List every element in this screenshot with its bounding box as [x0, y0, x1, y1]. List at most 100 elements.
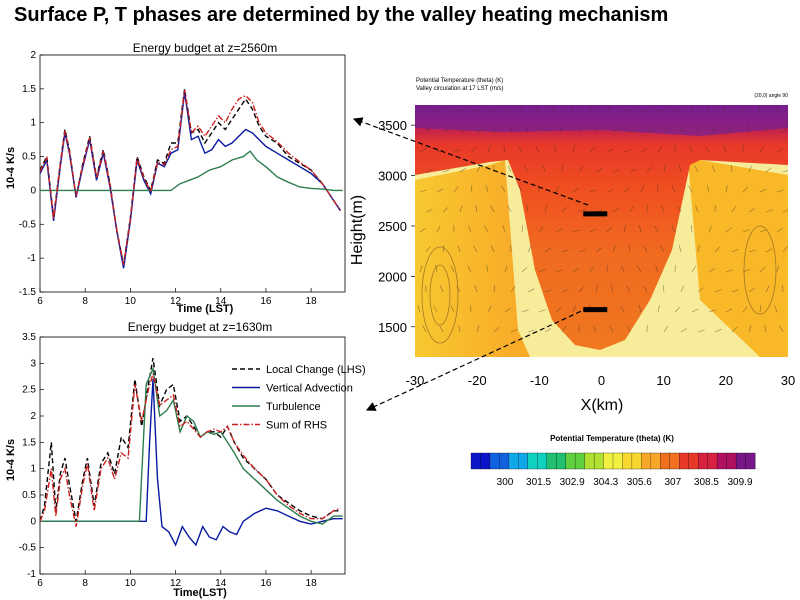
vector [623, 108, 631, 113]
vector [419, 148, 427, 153]
x-tick-label: 10 [125, 578, 137, 589]
vector [776, 265, 780, 273]
vector [541, 125, 546, 133]
vector [691, 308, 699, 313]
y-tick-label: -0.5 [19, 543, 37, 554]
vector [572, 305, 576, 313]
vector [638, 305, 642, 313]
vector [453, 149, 461, 153]
vector [572, 268, 580, 273]
vector [728, 125, 733, 133]
x-tick-label: 18 [306, 578, 318, 589]
y-tick-label: 0 [30, 516, 36, 527]
vector [504, 105, 509, 113]
x-tick-label: 6 [37, 578, 43, 589]
vector [538, 226, 544, 233]
y-tick-label: 2 [30, 411, 36, 422]
colorbar-cell [565, 452, 576, 470]
vector [612, 208, 620, 213]
y-axis-label: 10-4 K/s [5, 439, 17, 481]
x-axis-label: Time (LST) [177, 303, 234, 315]
y-tick-label: -0.5 [19, 219, 37, 230]
vector [459, 205, 463, 213]
vector [748, 208, 756, 213]
vector [657, 305, 660, 313]
vector [697, 287, 704, 293]
vector [612, 127, 619, 133]
x-tick-label: -10 [530, 373, 549, 388]
vector [473, 245, 478, 253]
vector [612, 169, 620, 173]
vector [691, 105, 694, 113]
vector [627, 325, 631, 333]
x-tick-label: 8 [82, 296, 88, 307]
vector [476, 128, 484, 133]
legend-label-vertical-advection: Vertical Advection [266, 383, 353, 395]
vector [503, 145, 506, 153]
vector [572, 145, 576, 153]
vector [646, 129, 654, 133]
colorbar-tick-label: 300 [497, 477, 514, 488]
vector [759, 304, 762, 313]
vector [765, 285, 770, 293]
circulation-vectors [417, 105, 788, 333]
vector [507, 205, 512, 213]
vector [504, 265, 508, 273]
y-tick-label: 3.5 [22, 332, 36, 343]
vector [544, 289, 552, 293]
vector [782, 246, 788, 253]
vector [561, 206, 568, 213]
vector [725, 308, 733, 313]
vector [623, 187, 630, 193]
colorbar-tick-label: 309.9 [727, 477, 752, 488]
legend-label-sum-of-rhs: Sum of RHS [266, 420, 327, 432]
x-tick-label: 20 [719, 373, 733, 388]
vector [589, 228, 597, 233]
colorbar-cell [556, 452, 567, 470]
x-axis-label: Time(LST) [173, 587, 227, 599]
vector [486, 265, 489, 273]
right-slope-zone [688, 160, 788, 357]
vector [595, 285, 598, 293]
vector [419, 105, 423, 113]
vector [725, 227, 732, 233]
vector [620, 305, 625, 313]
vector [589, 189, 597, 193]
vector [476, 165, 481, 173]
y-tick-label: 3 [30, 358, 36, 369]
vector [657, 108, 665, 113]
vector [554, 145, 557, 153]
colorbar-tick-label: 302.9 [560, 477, 585, 488]
vector [742, 229, 750, 233]
pointer-arrows [352, 117, 589, 411]
vector [606, 106, 612, 113]
colorbar-cell [612, 452, 623, 470]
vector [442, 128, 450, 133]
colorbar-tick-label: 307 [665, 477, 682, 488]
vector [643, 245, 648, 253]
vector [442, 169, 450, 173]
vector [714, 246, 721, 253]
y-tick-label: 3500 [378, 118, 407, 133]
vector [525, 125, 529, 133]
vector [442, 245, 445, 253]
vector [739, 105, 744, 113]
colorbar-cell [707, 452, 718, 470]
vector [671, 185, 676, 193]
vector [661, 205, 665, 213]
vector [521, 224, 524, 233]
vector [458, 325, 461, 333]
vector [711, 165, 716, 173]
vector [748, 325, 752, 333]
vector [595, 125, 600, 133]
series-line-sum-of-rhs [39, 373, 341, 527]
vector [518, 185, 523, 193]
y-tick-label: 0 [30, 185, 36, 196]
vector [593, 325, 597, 333]
x-tick-label: -30 [406, 373, 425, 388]
valley-cross-section: Potential Temperature (theta) (K) Valley… [349, 78, 795, 414]
vector [638, 225, 642, 233]
y-tick-label: 1.5 [22, 84, 36, 95]
vector [538, 269, 546, 273]
vector [654, 225, 659, 233]
